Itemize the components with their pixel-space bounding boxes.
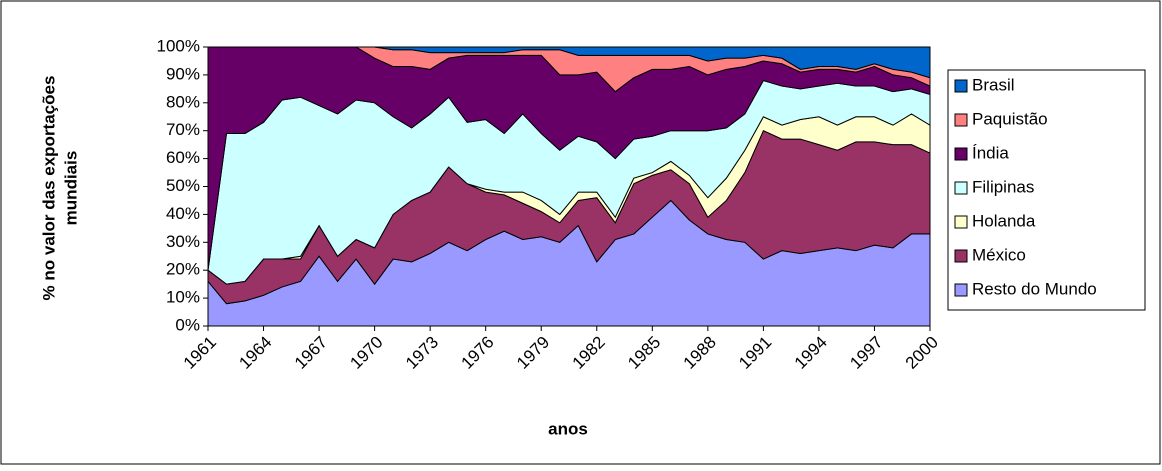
legend-label: Resto do Mundo <box>972 279 1097 298</box>
y-axis-label: % no valor das exportações <box>39 76 58 301</box>
y-tick-label: 50% <box>166 176 200 195</box>
legend-swatch <box>954 181 968 195</box>
legend-label: Filipinas <box>972 177 1034 196</box>
legend-swatch <box>954 215 968 229</box>
y-axis-label: mundiais <box>61 151 80 226</box>
y-tick-label: 90% <box>166 64 200 83</box>
legend-label: Brasil <box>972 75 1015 94</box>
y-tick-label: 100% <box>157 36 200 55</box>
legend-label: México <box>972 245 1026 264</box>
legend-label: Holanda <box>972 211 1036 230</box>
legend-swatch <box>954 113 968 127</box>
legend-swatch <box>954 283 968 297</box>
legend-label: Paquistão <box>972 109 1048 128</box>
y-tick-label: 30% <box>166 232 200 251</box>
legend-swatch <box>954 147 968 161</box>
y-tick-label: 40% <box>166 204 200 223</box>
y-tick-label: 70% <box>166 120 200 139</box>
y-tick-label: 60% <box>166 148 200 167</box>
legend <box>947 69 1146 311</box>
x-axis-label: anos <box>548 419 588 438</box>
legend-label: Índia <box>972 143 1009 162</box>
y-tick-label: 80% <box>166 92 200 111</box>
y-tick-label: 20% <box>166 260 200 279</box>
legend-swatch <box>954 79 968 93</box>
legend-swatch <box>954 249 968 263</box>
area <box>208 46 931 79</box>
y-tick-label: 10% <box>166 288 200 307</box>
y-tick-label: 0% <box>175 315 200 334</box>
